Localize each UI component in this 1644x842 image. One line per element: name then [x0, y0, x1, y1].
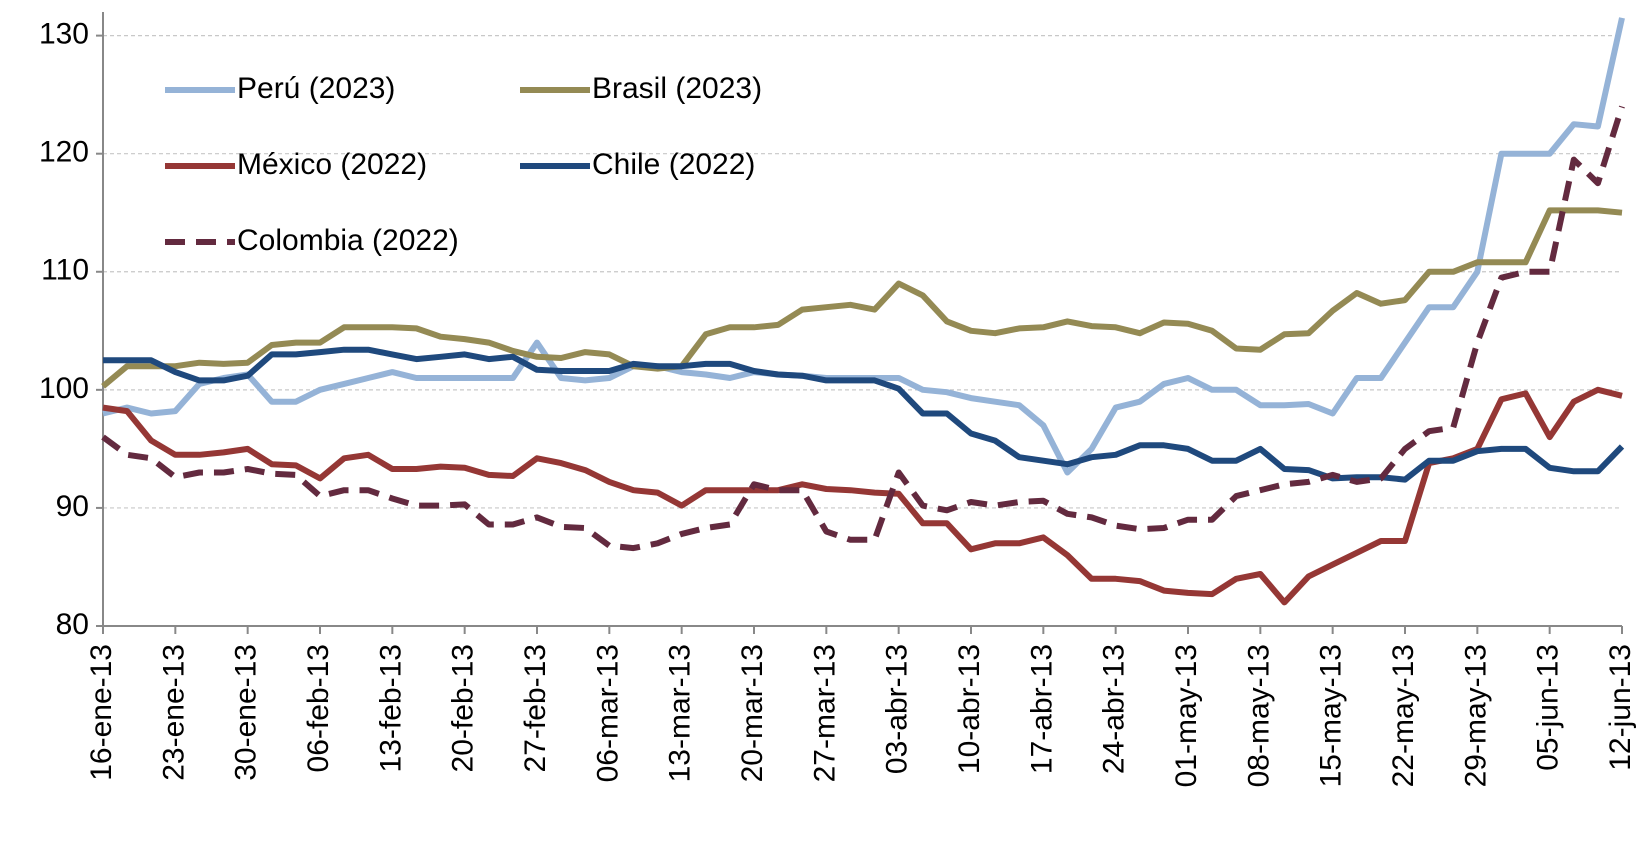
legend-entry: Chile (2022) [520, 148, 755, 181]
y-tick-label: 130 [39, 18, 89, 51]
x-tick-label: 27-feb-13 [519, 644, 552, 772]
legend-label: Chile (2022) [592, 148, 755, 181]
x-tick-label: 01-may-13 [1170, 644, 1203, 787]
series-line [102, 386, 1623, 606]
x-tick-label: 13-mar-13 [664, 644, 697, 782]
legend-label: México (2022) [237, 148, 427, 181]
series-line [101, 207, 1623, 389]
x-tick-label: 29-may-13 [1459, 644, 1492, 787]
series-line [101, 105, 1625, 552]
x-tick-label: 16-ene-13 [85, 644, 118, 781]
x-tick-label: 06-feb-13 [302, 644, 335, 772]
x-tick-label: 05-jun-13 [1532, 644, 1565, 771]
legend-label: Brasil (2023) [592, 72, 762, 105]
x-tick-label: 27-mar-13 [808, 644, 841, 782]
x-tick-label: 06-mar-13 [591, 644, 624, 782]
x-tick-label: 03-abr-13 [881, 644, 914, 774]
legend-entry: Brasil (2023) [520, 72, 762, 105]
y-tick-label: 100 [39, 372, 89, 405]
x-tick-label: 08-may-13 [1242, 644, 1275, 787]
x-tick-label: 24-abr-13 [1098, 644, 1131, 774]
x-tick-label: 15-may-13 [1315, 644, 1348, 787]
x-tick-label: 30-ene-13 [230, 644, 263, 781]
x-tick-label: 20-mar-13 [736, 644, 769, 782]
x-tick-label: 22-may-13 [1387, 644, 1420, 787]
y-tick-label: 80 [56, 608, 89, 641]
legend-entry: Perú (2023) [165, 72, 395, 105]
legend-label: Colombia (2022) [237, 224, 459, 257]
y-tick-label: 120 [39, 136, 89, 169]
x-tick-label: 10-abr-13 [953, 644, 986, 774]
x-tick-label: 12-jun-13 [1604, 644, 1637, 771]
x-tick-label: 13-feb-13 [374, 644, 407, 772]
legend-entry: Colombia (2022) [165, 224, 459, 257]
y-tick-label: 90 [56, 490, 89, 523]
y-tick-label: 110 [41, 254, 89, 287]
legend-entry: México (2022) [165, 148, 427, 181]
x-tick-label: 23-ene-13 [157, 644, 190, 781]
legend-label: Perú (2023) [237, 72, 395, 105]
x-tick-label: 20-feb-13 [447, 644, 480, 772]
series-line [103, 346, 1625, 483]
x-tick-label: 17-abr-13 [1025, 644, 1058, 774]
